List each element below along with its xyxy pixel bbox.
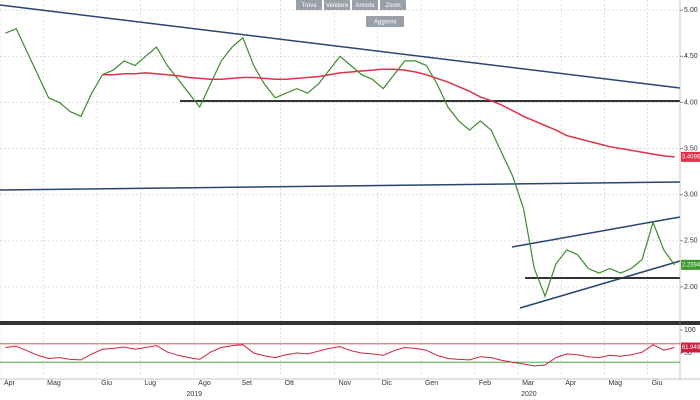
x-tick-label: Nov	[339, 380, 352, 387]
x-tick-label: Apr	[4, 380, 16, 387]
rsi-tick-label: 50	[684, 350, 692, 357]
last-value-badge	[681, 259, 700, 270]
refresh-button-label: Aggiorni	[374, 20, 396, 26]
toolbar-button-label: Zoom	[385, 3, 400, 9]
x-tick-label: Set	[241, 380, 252, 387]
last-value-label: 2.2394	[682, 262, 700, 268]
x-tick-label: Feb	[479, 380, 491, 387]
y-tick-label: 2.00	[684, 284, 698, 291]
series-line	[5, 27, 676, 298]
toolbar-button[interactable]	[380, 0, 406, 10]
toolbar-button-label: Annota	[355, 3, 375, 9]
trendline	[0, 181, 681, 191]
toolbar-button[interactable]	[352, 0, 378, 10]
toolbar-button[interactable]	[324, 0, 350, 10]
refresh-button[interactable]	[366, 16, 404, 27]
y-tick-label: 4.50	[684, 53, 698, 60]
toolbar-button-label: Trova	[301, 3, 317, 9]
panel-separator	[0, 321, 700, 325]
y-tick-label: 3.50	[684, 145, 698, 152]
x-tick-label: Mar	[522, 380, 535, 387]
y-tick-label: 3.00	[684, 192, 698, 199]
rsi-tick-label: 100	[684, 327, 696, 334]
x-tick-label: Mag	[608, 380, 622, 387]
toolbar: Trova Vendere Annota Zoom Aggiorni	[296, 0, 406, 27]
trendline	[0, 4, 681, 89]
last-value-badge	[681, 151, 700, 162]
y-tick-label: 5.00	[684, 7, 698, 14]
rsi-line	[5, 344, 675, 367]
series-line	[102, 68, 675, 158]
x-tick-label: Lug	[144, 380, 156, 387]
x-tick-label: Giu	[652, 380, 663, 387]
grid	[0, 0, 680, 376]
x-tick-label: Apr	[565, 380, 577, 387]
x-tick-label: Gen	[425, 380, 438, 387]
toolbar-button-label: Vendere	[326, 3, 349, 9]
rsi-last-badge	[681, 342, 700, 353]
y-tick-label: 4.00	[684, 99, 698, 106]
last-value-label: 3.4096	[682, 154, 700, 160]
channel-line	[511, 216, 681, 248]
year-label: 2019	[186, 391, 202, 398]
x-tick-label: Dic	[382, 380, 393, 387]
year-label: 2020	[521, 391, 537, 398]
y-tick-label: 2.50	[684, 238, 698, 245]
rsi-last-label: 61.949	[682, 345, 700, 351]
toolbar-button[interactable]	[296, 0, 322, 10]
x-tick-label: Ago	[198, 380, 211, 387]
x-tick-label: Giu	[101, 380, 112, 387]
channel-line	[519, 260, 681, 309]
x-tick-label: Ott	[285, 380, 294, 387]
x-tick-label: Mag	[47, 380, 61, 387]
